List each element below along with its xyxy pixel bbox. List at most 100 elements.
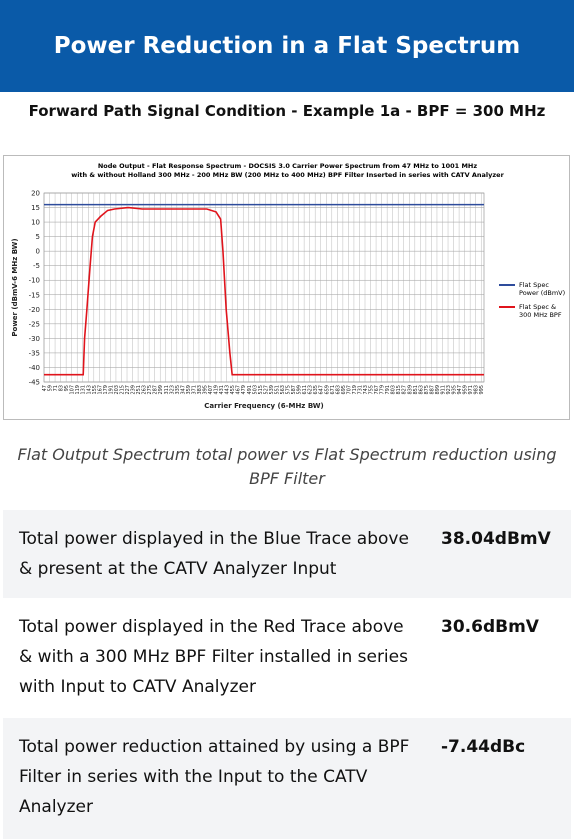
series-line [44, 206, 484, 376]
x-tick-label: 131 [81, 385, 87, 395]
x-tick-label: 803 [391, 385, 397, 395]
y-tick-label: -35 [29, 349, 40, 357]
caption: Flat Output Spectrum total power vs Flat… [17, 445, 557, 488]
x-tick-label: 347 [180, 385, 186, 395]
x-tick-label: 755 [369, 385, 375, 395]
chart-title: Node Output - Flat Response Spectrum - D… [4, 162, 571, 180]
x-tick-label: 791 [385, 385, 391, 395]
y-tick-label: -15 [29, 291, 40, 299]
x-tick-label: 959 [463, 385, 469, 395]
x-tick-label: 575 [286, 385, 292, 395]
x-tick-label: 743 [363, 385, 369, 395]
x-tick-label: 491 [247, 385, 253, 395]
row-value: 38.04dBmV [441, 529, 551, 549]
x-tick-label: 47 [42, 385, 48, 391]
x-tick-label: 935 [452, 385, 458, 395]
x-tick-label: 143 [86, 385, 92, 395]
x-tick-label: 311 [164, 385, 170, 395]
y-tick-label: 0 [36, 248, 40, 256]
x-tick-label: 539 [269, 385, 275, 395]
x-tick-label: 479 [241, 385, 247, 395]
x-tick-label: 383 [197, 385, 203, 395]
legend-item: Flat Spec Power (dBmV) [499, 281, 567, 297]
x-tick-label: 827 [402, 385, 408, 395]
x-tick-label: 983 [474, 385, 480, 395]
row-value: 30.6dBmV [441, 617, 539, 637]
x-tick-label: 731 [357, 385, 363, 395]
table-row: Total power displayed in the Red Trace a… [3, 598, 571, 710]
row-label: Total power displayed in the Red Trace a… [19, 617, 408, 697]
x-tick-label: 107 [70, 385, 76, 395]
x-tick-label: 587 [291, 385, 297, 395]
x-tick-label: 371 [191, 385, 197, 395]
x-tick-label: 875 [424, 385, 430, 395]
y-tick-label: 10 [31, 219, 40, 227]
x-tick-label: 995 [479, 385, 485, 395]
x-tick-label: 683 [335, 385, 341, 395]
table-row: Total power displayed in the Blue Trace … [3, 510, 571, 598]
x-tick-label: 563 [280, 385, 286, 395]
x-tick-label: 335 [175, 385, 181, 395]
x-tick-label: 179 [103, 385, 109, 395]
x-tick-label: 911 [440, 385, 446, 395]
y-tick-label: 5 [36, 233, 40, 241]
chart-box: -45 -40 -35 -30 -25 -20 -15 -10 -5 0 5 10 15 20 47 59 71… [3, 155, 570, 420]
x-tick-label: 395 [203, 385, 209, 395]
x-tick-label: 275 [147, 385, 153, 395]
x-tick-label: 647 [319, 385, 325, 395]
x-tick-label: 779 [380, 385, 386, 395]
x-tick-label: 239 [131, 385, 137, 395]
header-title: Power Reduction in a Flat Spectrum [0, 0, 574, 92]
x-tick-label: 215 [119, 385, 125, 395]
y-tick-label: -45 [29, 379, 40, 387]
y-tick-label: -30 [29, 335, 40, 343]
legend: Flat Spec Power (dBmV) Flat Spec & 300 MH… [499, 281, 567, 325]
x-tick-label: 515 [258, 385, 264, 395]
x-tick-label: 767 [374, 385, 380, 395]
x-tick-label: 71 [53, 385, 59, 391]
row-label: Total power displayed in the Blue Trace … [19, 529, 409, 579]
legend-label: Flat Spec Power (dBmV) [519, 281, 566, 297]
x-tick-label: 59 [48, 385, 54, 391]
x-tick-label: 695 [341, 385, 347, 395]
x-tick-label: 455 [230, 385, 236, 395]
x-tick-label: 863 [418, 385, 424, 395]
row-label: Total power reduction attained by using … [19, 737, 410, 817]
x-tick-label: 431 [219, 385, 225, 395]
y-tick-label: -5 [33, 262, 40, 270]
x-tick-label: 203 [114, 385, 120, 395]
x-tick-label: 419 [214, 385, 220, 395]
x-tick-label: 947 [457, 385, 463, 395]
x-tick-label: 287 [153, 385, 159, 395]
y-tick-label: -10 [29, 277, 40, 285]
y-tick-label: -25 [29, 320, 40, 328]
y-tick-label: -40 [29, 364, 40, 372]
x-tick-label: 839 [407, 385, 413, 395]
x-tick-label: 227 [125, 385, 131, 395]
y-axis-title: Power (dBmV-6 MHz BW) [11, 238, 19, 336]
subtitle: Forward Path Signal Condition - Example … [28, 102, 546, 120]
x-tick-label: 623 [308, 385, 314, 395]
x-tick-label: 359 [186, 385, 192, 395]
x-tick-label: 971 [468, 385, 474, 395]
x-tick-label: 851 [413, 385, 419, 395]
x-tick-label: 407 [208, 385, 214, 395]
row-value: -7.44dBc [441, 737, 526, 757]
x-tick-label: 83 [59, 385, 65, 391]
x-tick-label: 923 [446, 385, 452, 395]
x-axis-title: Carrier Frequency (6-MHz BW) [204, 402, 323, 410]
x-tick-label: 251 [136, 385, 142, 395]
legend-label: Flat Spec & 300 MHz BPF [519, 303, 562, 319]
x-tick-label: 155 [92, 385, 98, 395]
x-tick-label: 323 [169, 385, 175, 395]
x-tick-label: 503 [252, 385, 258, 395]
title-line: Node Output - Flat Response Spectrum - D… [97, 162, 478, 170]
x-tick-label: 611 [302, 385, 308, 395]
x-tick-label: 299 [158, 385, 164, 395]
y-tick-label: 20 [31, 190, 40, 198]
table-row: Total power reduction attained by using … [3, 718, 571, 839]
x-tick-label: 635 [313, 385, 319, 395]
x-tick-label: 191 [108, 385, 114, 395]
